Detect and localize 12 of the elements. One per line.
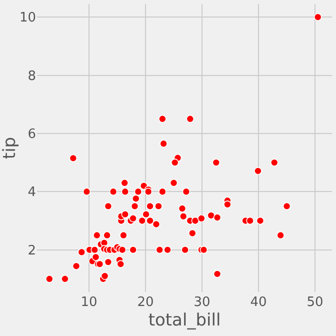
y-tick-label: 6 [28, 127, 36, 142]
x-axis-title: total_bill [148, 310, 221, 330]
x-tick-label: 30 [194, 295, 210, 310]
x-tick-label: 20 [137, 295, 154, 310]
y-tick-label: 10 [19, 10, 36, 26]
y-tick-label: 8 [28, 68, 36, 84]
y-tick-label: 4 [28, 185, 36, 200]
x-tick-label: 50 [306, 295, 324, 310]
x-tick-label: 10 [80, 295, 98, 310]
y-axis-title: tip [0, 136, 20, 160]
y-tick-label: 2 [28, 243, 36, 258]
x-tick-label: 40 [250, 295, 267, 310]
